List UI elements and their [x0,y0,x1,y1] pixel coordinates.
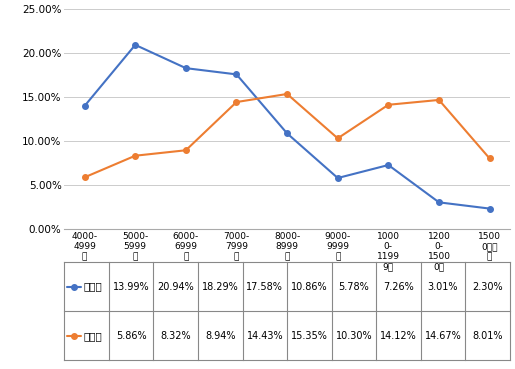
Text: 20.94%: 20.94% [158,282,194,292]
Text: 5.78%: 5.78% [338,282,369,292]
Text: 13.99%: 13.99% [113,282,149,292]
Text: 10.86%: 10.86% [291,282,328,292]
Text: 3.01%: 3.01% [428,282,458,292]
Text: 8.32%: 8.32% [161,331,191,341]
Text: 18.29%: 18.29% [202,282,238,292]
Text: 2.30%: 2.30% [472,282,503,292]
Text: 14.12%: 14.12% [380,331,417,341]
Text: 14.67%: 14.67% [425,331,461,341]
Text: 8.94%: 8.94% [205,331,235,341]
Text: 15.35%: 15.35% [291,331,328,341]
Text: 8.01%: 8.01% [472,331,503,341]
Text: 研究生: 研究生 [83,331,102,341]
Text: 7.26%: 7.26% [383,282,414,292]
Text: 5.86%: 5.86% [116,331,146,341]
Text: 17.58%: 17.58% [246,282,283,292]
Text: 10.30%: 10.30% [336,331,372,341]
Text: 本科生: 本科生 [83,282,102,292]
Text: 14.43%: 14.43% [247,331,283,341]
